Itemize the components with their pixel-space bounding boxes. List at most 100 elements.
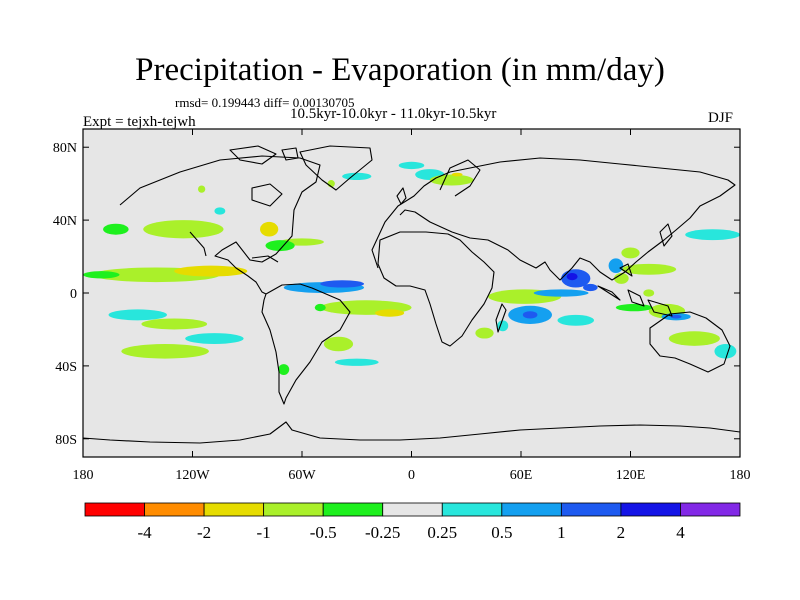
anomaly-region (533, 289, 589, 297)
legend-swatch (263, 502, 324, 517)
season-label: DJF (708, 110, 734, 126)
anomaly-regions (83, 161, 740, 375)
legend-label: 1 (557, 523, 566, 542)
anomaly-region (522, 311, 538, 319)
period-label: 10.5kyr-10.0kyr - 11.0kyr-10.5kyr (290, 106, 497, 122)
legend-swatch (680, 502, 741, 517)
lat-tick-label: 80N (53, 141, 77, 156)
color-legend: -4 -2 -1 -0.5 -0.25 0.25 0.5 1 2 4 (84, 502, 741, 542)
anomaly-region (265, 240, 295, 252)
lon-tick-label: 60W (288, 468, 316, 483)
coastline-hudson-bay (251, 183, 283, 207)
coastline-australia (649, 311, 731, 373)
anomaly-region (451, 172, 463, 177)
legend-swatch (144, 502, 205, 517)
lon-tick-label: 120W (175, 468, 210, 483)
legend-swatch (382, 502, 443, 517)
legend-label: 2 (617, 523, 626, 542)
anomaly-region (714, 344, 737, 359)
coastline-africa (377, 231, 495, 347)
lon-tick-label: 60E (510, 468, 533, 483)
coastline-scandinavia (439, 159, 481, 197)
anomaly-region (260, 221, 279, 237)
coastline-maritime (597, 263, 673, 317)
anomaly-region (566, 272, 578, 281)
legend-swatch (322, 502, 384, 517)
anomaly-region (314, 303, 326, 312)
legend-label: 0.25 (427, 523, 457, 542)
legend-swatch (441, 502, 503, 517)
legend-label: -2 (197, 523, 211, 542)
legend-label: -0.25 (365, 523, 400, 542)
coastline-new-zealand (742, 358, 752, 384)
anomaly-region (342, 172, 372, 181)
anomaly-region (614, 272, 629, 284)
anomaly-region (429, 174, 474, 186)
anomaly-region (174, 265, 248, 277)
coastline-japan (659, 223, 673, 247)
coastline-arctic-islands (229, 145, 299, 165)
anomaly-region (334, 358, 379, 366)
coastline-south-america (261, 283, 351, 405)
anomaly-region (608, 258, 624, 273)
lon-tick-label: 0 (408, 468, 415, 483)
legend-label: -0.5 (310, 523, 337, 542)
anomaly-region (197, 185, 206, 193)
anomaly-region (121, 344, 209, 359)
anomaly-region (323, 336, 354, 352)
anomaly-region (668, 331, 720, 346)
lat-tick-label: 80S (55, 433, 77, 448)
coastline-north-america (119, 155, 321, 295)
latitude-axis: 80N 40N 0 40S 80S (53, 141, 740, 448)
coastline-caribbean (251, 255, 279, 263)
plot-title: Precipitation - Evaporation (in mm/day) (135, 52, 665, 88)
anomaly-region (143, 220, 224, 239)
legend-label: -4 (137, 523, 152, 542)
lon-tick-label: 120E (616, 468, 646, 483)
lat-tick-label: 40S (55, 360, 77, 375)
legend-swatch (560, 502, 622, 517)
legend-label: -1 (257, 523, 271, 542)
lat-tick-label: 40N (53, 214, 77, 229)
map-background (83, 129, 740, 457)
anomaly-region (685, 229, 740, 241)
legend-label: 4 (676, 523, 685, 542)
legend-swatch (84, 502, 145, 517)
coastline-greenland (299, 145, 373, 191)
stats-label: rmsd= 0.199443 diff= 0.00130705 (175, 95, 355, 110)
anomaly-region (108, 309, 167, 321)
anomaly-region (621, 247, 640, 259)
coastline-antarctica (83, 421, 740, 444)
coastline-uk (396, 187, 407, 205)
lon-tick-label: 180 (730, 468, 751, 483)
legend-swatch (203, 502, 265, 517)
anomaly-region (214, 207, 226, 215)
anomaly-region (615, 303, 653, 312)
coastline-madagascar (495, 303, 507, 333)
anomaly-region (398, 161, 425, 170)
anomaly-region (185, 333, 244, 345)
lon-tick-label: 180 (73, 468, 94, 483)
anomaly-region (670, 314, 682, 319)
anomaly-region (375, 309, 405, 317)
longitude-axis: 180 120W 60W 0 60E 120E 180 (73, 129, 751, 483)
legend-swatch (620, 502, 681, 517)
anomaly-region (103, 223, 129, 235)
anomaly-region (141, 318, 208, 330)
coastline-baja (189, 231, 207, 257)
anomaly-region (643, 289, 655, 297)
anomaly-region (557, 314, 594, 326)
coastlines (83, 145, 752, 444)
anomaly-region (475, 327, 494, 339)
anomaly-region (83, 271, 120, 279)
anomaly-region (583, 283, 598, 292)
legend-swatch (501, 502, 562, 517)
legend-label: 0.5 (491, 523, 512, 542)
anomaly-region (320, 280, 365, 288)
experiment-label: Expt = tejxh-tejwh (83, 114, 196, 130)
coastline-eurasia (371, 157, 736, 281)
anomaly-region (278, 364, 290, 375)
lat-tick-label: 0 (70, 287, 77, 302)
anomaly-region (497, 320, 509, 332)
